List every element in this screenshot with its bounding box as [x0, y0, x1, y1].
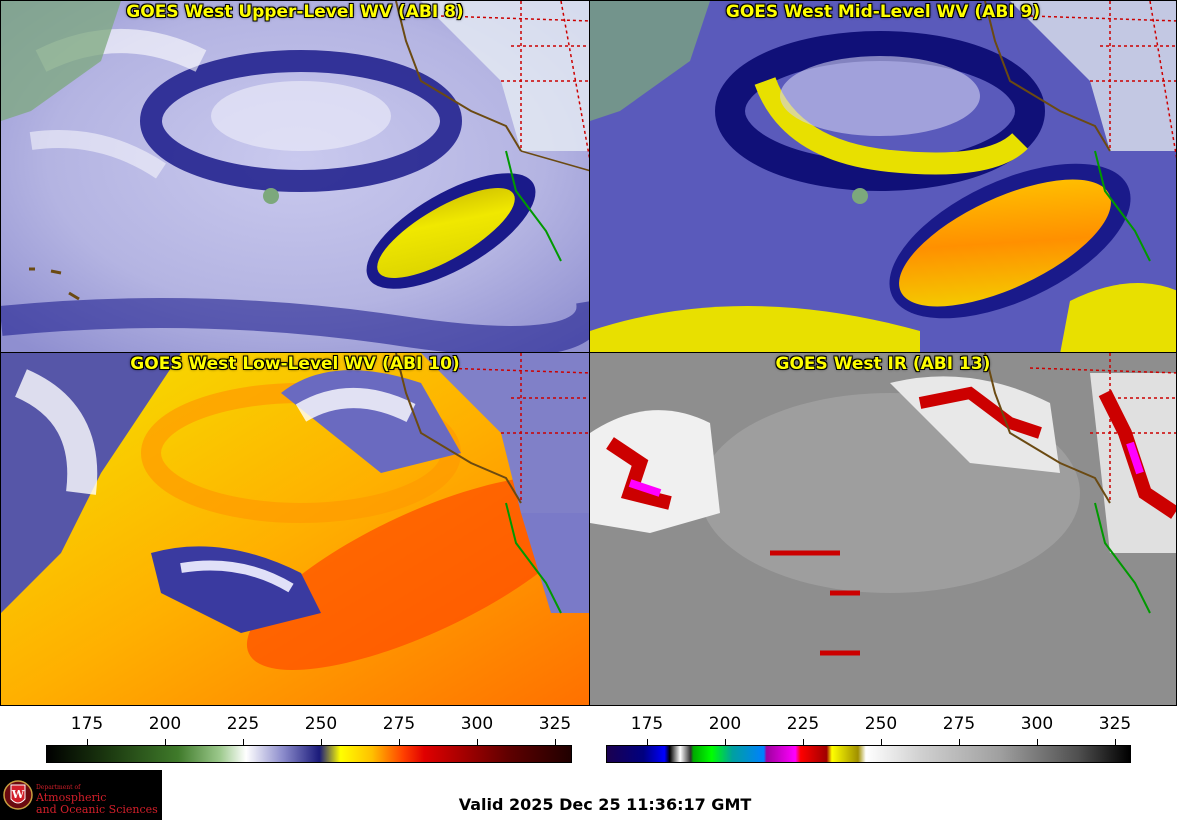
colorbar-tick-label: 300: [460, 714, 494, 734]
colorbar-tick: [87, 739, 88, 745]
ir-colorbar: [606, 745, 1131, 763]
panel-title: GOES West Upper-Level WV (ABI 8): [126, 2, 464, 22]
colorbar-tick-label: 275: [942, 714, 976, 734]
colorbar-tick: [959, 739, 960, 745]
colorbar-tick: [881, 739, 882, 745]
valid-timestamp: Valid 2025 Dec 25 11:36:17 GMT: [458, 795, 752, 814]
colorbar-tick: [555, 739, 556, 745]
colorbar-tick: [1115, 739, 1116, 745]
panel-title: GOES West Mid-Level WV (ABI 9): [725, 2, 1041, 22]
colorbar-tick-label: 275: [382, 714, 416, 734]
logo-dept-text: Department of: [36, 784, 81, 791]
aos-logo: W Department of Atmospheric and Oceanic …: [0, 770, 162, 820]
upper-level-wv-image: [1, 1, 589, 352]
colorbar-tick: [725, 739, 726, 745]
mid-level-wv-image: [590, 1, 1176, 352]
colorbar-tick: [321, 739, 322, 745]
colorbar-tick-label: 225: [226, 714, 260, 734]
wv-colorbar: [46, 745, 572, 763]
mid-level-wv-panel: GOES West Mid-Level WV (ABI 9): [589, 0, 1177, 353]
colorbar-tick-label: 200: [148, 714, 182, 734]
upper-level-wv-panel: GOES West Upper-Level WV (ABI 8): [0, 0, 590, 353]
colorbar-tick-label: 250: [864, 714, 898, 734]
ir-panel: GOES West IR (ABI 13): [589, 352, 1177, 706]
panel-title: GOES West Low-Level WV (ABI 10): [130, 354, 460, 374]
colorbar-tick: [803, 739, 804, 745]
colorbar-tick-label: 200: [708, 714, 742, 734]
colorbar-tick-label: 175: [630, 714, 664, 734]
colorbar-tick-label: 325: [1098, 714, 1132, 734]
colorbar-tick-label: 225: [786, 714, 820, 734]
svg-text:W: W: [11, 788, 25, 801]
colorbar-tick: [243, 739, 244, 745]
colorbar-tick: [647, 739, 648, 745]
ir-image: [590, 353, 1176, 705]
logo-line-1: Atmospheric: [36, 791, 107, 804]
low-level-wv-image: [1, 353, 589, 705]
low-level-wv-panel: GOES West Low-Level WV (ABI 10): [0, 352, 590, 706]
colorbar-tick: [1037, 739, 1038, 745]
colorbar-tick-label: 300: [1020, 714, 1054, 734]
colorbar-tick-label: 175: [70, 714, 104, 734]
colorbar-tick: [165, 739, 166, 745]
colorbar-tick: [477, 739, 478, 745]
uw-crest-icon: W: [3, 780, 33, 810]
panel-title: GOES West IR (ABI 13): [775, 354, 991, 374]
colorbar-tick-label: 325: [538, 714, 572, 734]
colorbar-tick-label: 250: [304, 714, 338, 734]
colorbar-tick: [399, 739, 400, 745]
logo-line-2: and Oceanic Sciences: [36, 803, 158, 816]
